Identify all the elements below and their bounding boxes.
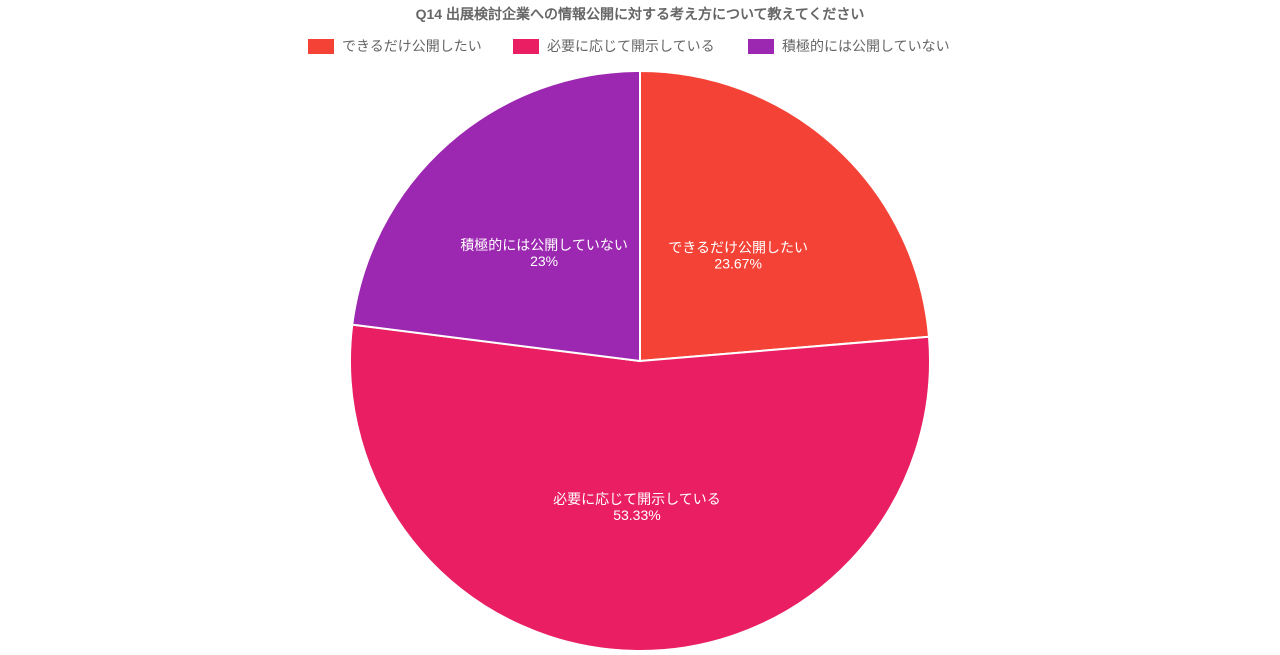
legend: できるだけ公開したい 必要に応じて開示している 積極的には公開していない xyxy=(308,38,950,54)
slice-value-label: 23% xyxy=(530,253,558,269)
pie-slice[interactable] xyxy=(639,69,931,363)
legend-item[interactable]: 必要に応じて開示している xyxy=(513,38,715,54)
slice-value-label: 23.67% xyxy=(714,255,761,271)
legend-swatch xyxy=(513,39,539,54)
legend-label: できるだけ公開したい xyxy=(342,38,482,54)
legend-item[interactable]: できるだけ公開したい xyxy=(308,38,482,54)
chart-title: Q14 出展検討企業への情報公開に対する考え方について教えてください xyxy=(416,6,865,22)
slice-value-label: 53.33% xyxy=(613,507,660,523)
slice-label: 積極的には公開していない xyxy=(460,237,628,253)
legend-swatch xyxy=(748,39,774,54)
slice-label: できるだけ公開したい xyxy=(668,239,808,255)
pie-slice[interactable] xyxy=(349,323,931,652)
legend-item[interactable]: 積極的には公開していない xyxy=(748,38,950,54)
legend-label: 必要に応じて開示している xyxy=(547,38,715,54)
slice-label: 必要に応じて開示している xyxy=(553,491,721,507)
pie-slices xyxy=(349,69,931,652)
legend-swatch xyxy=(308,39,334,54)
pie-slice[interactable] xyxy=(351,69,641,363)
legend-label: 積極的には公開していない xyxy=(782,38,950,54)
